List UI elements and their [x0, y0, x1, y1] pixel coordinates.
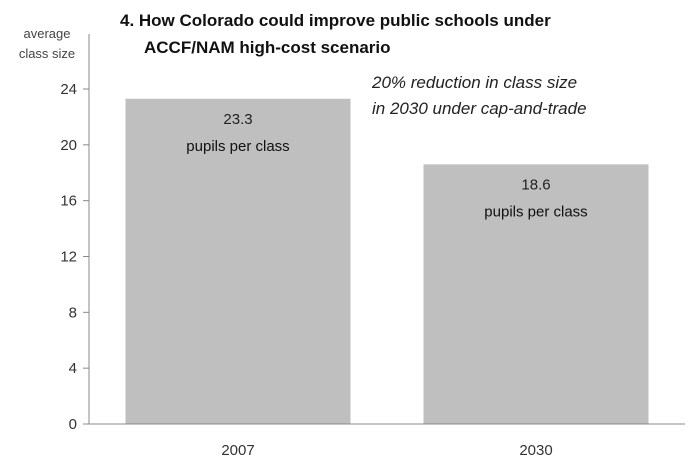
y-axis-label-line1: average: [24, 26, 71, 41]
bar-value-label-2030: 18.6: [521, 176, 550, 193]
y-tick-label: 24: [60, 81, 77, 98]
x-tick-label-2030: 2030: [519, 442, 552, 459]
y-tick-label: 12: [60, 249, 77, 266]
bars: 23.3 pupils per class 18.6 pupils per class: [125, 98, 649, 424]
y-tick-label: 16: [60, 193, 77, 210]
chart-title-line2: ACCF/NAM high-cost scenario: [144, 38, 391, 57]
bar-2007: [125, 98, 351, 424]
y-axis-ticks: 0 4 8 12 16 20 24: [60, 81, 89, 433]
bar-value-label-2007: 23.3: [223, 111, 252, 128]
y-tick-label: 0: [69, 416, 77, 433]
bar-2030: [423, 164, 649, 424]
y-tick-label: 8: [69, 304, 77, 321]
x-axis-labels: 2007 2030: [221, 442, 552, 459]
y-axis-label-line2: class size: [19, 46, 75, 61]
y-tick-label: 20: [60, 137, 77, 154]
bar-unit-label-2030: pupils per class: [484, 203, 587, 220]
x-tick-label-2007: 2007: [221, 442, 254, 459]
annotation-line1: 20% reduction in class size: [371, 73, 577, 92]
chart-title-line1: 4. How Colorado could improve public sch…: [120, 11, 551, 30]
bar-unit-label-2007: pupils per class: [186, 138, 289, 155]
annotation-line2: in 2030 under cap-and-trade: [372, 99, 587, 118]
y-tick-label: 4: [69, 360, 77, 377]
